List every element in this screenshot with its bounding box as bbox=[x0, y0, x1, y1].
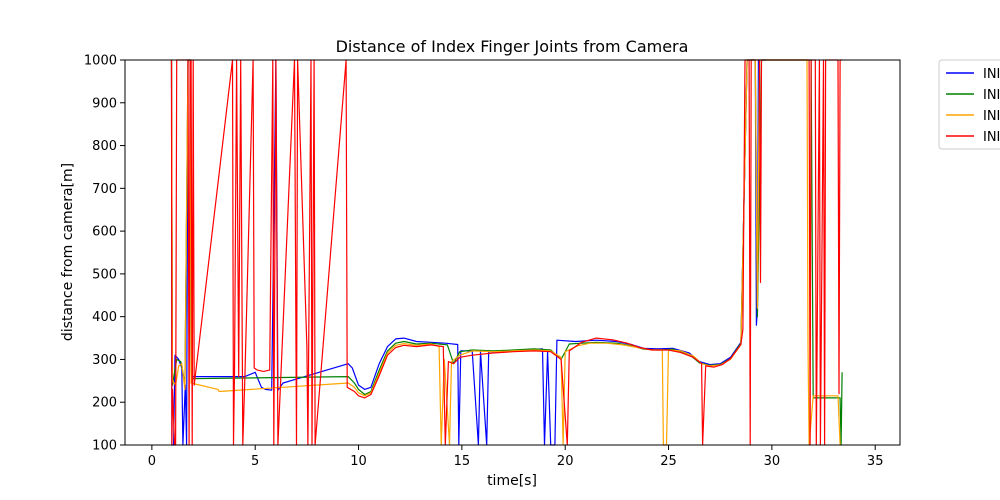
legend-label-1: INI bbox=[983, 67, 1000, 82]
y-tick-label: 800 bbox=[92, 139, 117, 154]
x-tick-label: 10 bbox=[350, 454, 367, 469]
y-tick-label: 700 bbox=[92, 182, 117, 197]
y-tick-label: 1000 bbox=[84, 54, 117, 69]
series-line-1 bbox=[170, 59, 766, 446]
legend: INI INI INI INI bbox=[938, 59, 1000, 150]
y-tick-label: 200 bbox=[92, 396, 117, 411]
y-tick-label: 300 bbox=[92, 353, 117, 368]
y-tick-label: 100 bbox=[92, 439, 117, 454]
y-axis: 100 200 300 400 500 600 700 800 900 1000 bbox=[84, 54, 125, 454]
y-tick-label: 500 bbox=[92, 267, 117, 282]
y-tick-label: 400 bbox=[92, 310, 117, 325]
x-tick-label: 5 bbox=[251, 454, 259, 469]
series-layer bbox=[170, 59, 843, 446]
plot-frame bbox=[124, 59, 901, 446]
legend-label-2: INI bbox=[983, 88, 1000, 103]
x-tick-label: 30 bbox=[764, 454, 781, 469]
legend-label-4: INI bbox=[983, 130, 1000, 145]
x-tick-label: 20 bbox=[557, 454, 574, 469]
y-tick-label: 600 bbox=[92, 225, 117, 240]
chart-title: Distance of Index Finger Joints from Cam… bbox=[336, 37, 689, 56]
y-axis-label: distance from camera[m] bbox=[60, 163, 76, 341]
x-tick-label: 0 bbox=[148, 454, 156, 469]
y-tick-label: 900 bbox=[92, 96, 117, 111]
x-axis: 0 5 10 15 20 25 30 35 bbox=[148, 445, 884, 469]
x-tick-label: 15 bbox=[454, 454, 471, 469]
x-axis-label: time[s] bbox=[487, 473, 537, 489]
x-tick-label: 25 bbox=[660, 454, 677, 469]
x-tick-label: 35 bbox=[867, 454, 884, 469]
legend-frame bbox=[938, 59, 1000, 150]
legend-label-3: INI bbox=[983, 109, 1000, 124]
